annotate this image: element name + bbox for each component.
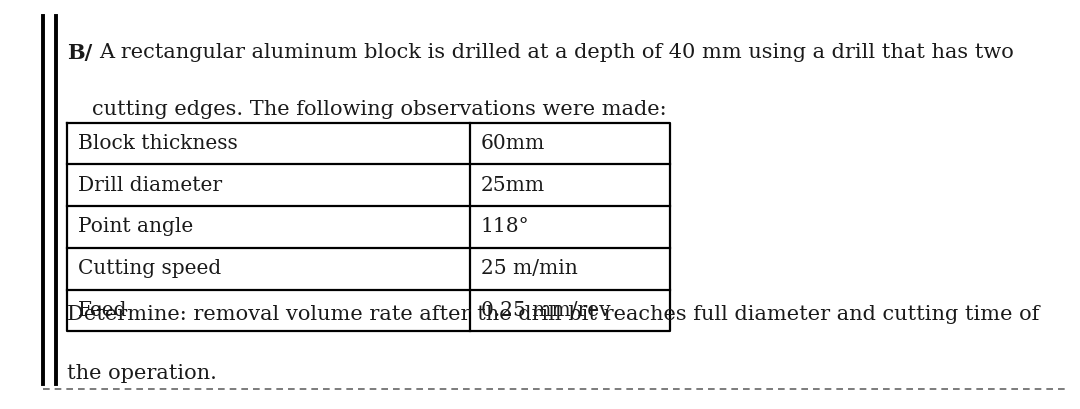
Text: Cutting speed: Cutting speed [78, 259, 221, 278]
Text: Drill diameter: Drill diameter [78, 176, 221, 195]
Text: Point angle: Point angle [78, 218, 193, 236]
Text: Feed: Feed [78, 301, 127, 320]
Text: Block thickness: Block thickness [78, 134, 238, 153]
Text: A rectangular aluminum block is drilled at a depth of 40 mm using a drill that h: A rectangular aluminum block is drilled … [99, 43, 1014, 62]
Text: 118°: 118° [481, 218, 529, 236]
Text: B/: B/ [67, 43, 92, 63]
Text: the operation.: the operation. [67, 364, 217, 383]
Text: 25 m/min: 25 m/min [481, 259, 578, 278]
Text: 0.25 mm/rev: 0.25 mm/rev [481, 301, 610, 320]
Text: 60mm: 60mm [481, 134, 544, 153]
Text: 25mm: 25mm [481, 176, 544, 195]
Text: cutting edges. The following observations were made:: cutting edges. The following observation… [92, 100, 666, 119]
Text: Determine: removal volume rate after the drill bit reaches full diameter and cut: Determine: removal volume rate after the… [67, 305, 1039, 324]
